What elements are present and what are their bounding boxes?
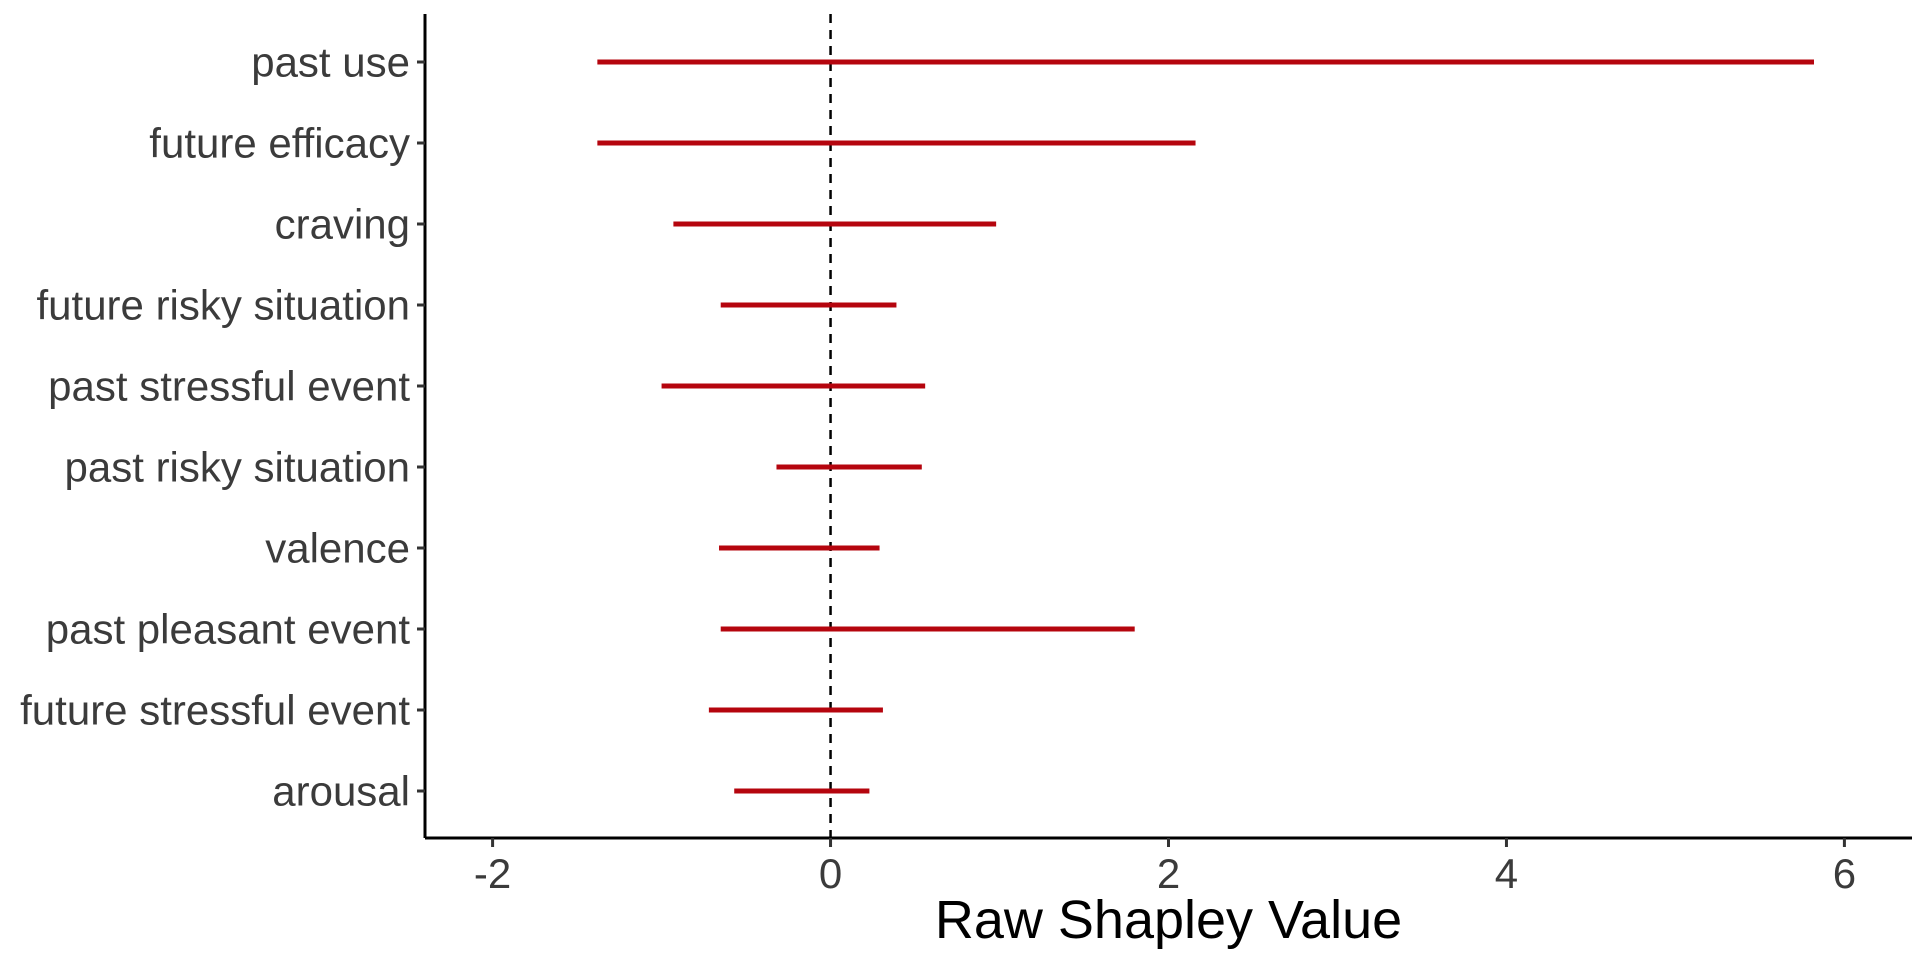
intervals-layer [597,59,1814,794]
y-tick-label: arousal [272,768,410,815]
y-tick-label: past use [251,39,410,86]
y-axis-ticks: past use future efficacy craving future ris… [20,39,425,815]
x-axis-ticks: -2 0 2 4 6 [474,838,1856,897]
y-tick-label: past stressful event [48,363,410,410]
x-tick-label: 2 [1157,850,1180,897]
x-tick-label: -2 [474,850,511,897]
y-tick-label: craving [275,201,410,248]
y-tick-label: future risky situation [37,282,411,329]
y-tick-label: valence [265,525,410,572]
y-tick-label: past risky situation [65,444,410,491]
x-tick-label: 0 [819,850,842,897]
y-tick-label: past pleasant event [46,606,411,653]
axes-layer [423,14,1912,840]
x-tick-label: 4 [1495,850,1518,897]
y-tick-label: future efficacy [149,120,410,167]
y-tick-label: future stressful event [20,687,410,734]
x-tick-label: 6 [1833,850,1856,897]
x-axis-title: Raw Shapley Value [935,890,1402,950]
